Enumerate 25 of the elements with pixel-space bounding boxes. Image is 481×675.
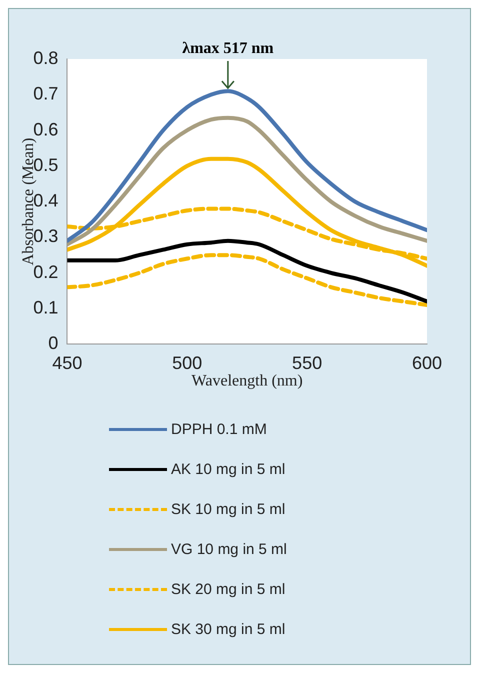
y-tick-label: 0.4 — [33, 190, 58, 211]
x-axis-title: Wavelength (nm) — [192, 372, 303, 390]
x-tick-label: 600 — [412, 352, 442, 373]
line-series — [67, 253, 427, 307]
x-tick-label: 500 — [172, 352, 202, 373]
legend-label: VG 10 mg in 5 ml — [171, 540, 287, 558]
y-tick-label: 0.2 — [33, 262, 58, 282]
legend-label: AK 10 mg in 5 ml — [171, 460, 286, 478]
legend-label: SK 30 mg in 5 ml — [171, 620, 286, 638]
line-series — [67, 89, 427, 243]
y-tick-label: 0.1 — [33, 298, 58, 318]
y-tick-label: 0.5 — [33, 154, 58, 175]
legend-label: DPPH 0.1 mM — [171, 420, 267, 438]
x-tick-label: 550 — [292, 352, 322, 373]
x-tick-label: 450 — [52, 352, 82, 373]
y-tick-label: 0.8 — [33, 48, 58, 68]
y-tick-label: 0 — [48, 333, 58, 354]
line-series — [67, 238, 427, 304]
y-tick-label: 0.7 — [33, 84, 58, 104]
legend-label: SK 20 mg in 5 ml — [171, 580, 286, 598]
y-tick-label: 0.6 — [33, 119, 58, 140]
line-series — [67, 116, 427, 246]
annotation: λmax 517 nm — [182, 40, 274, 58]
line-series — [67, 156, 427, 268]
legend-label: SK 10 mg in 5 ml — [171, 500, 286, 518]
